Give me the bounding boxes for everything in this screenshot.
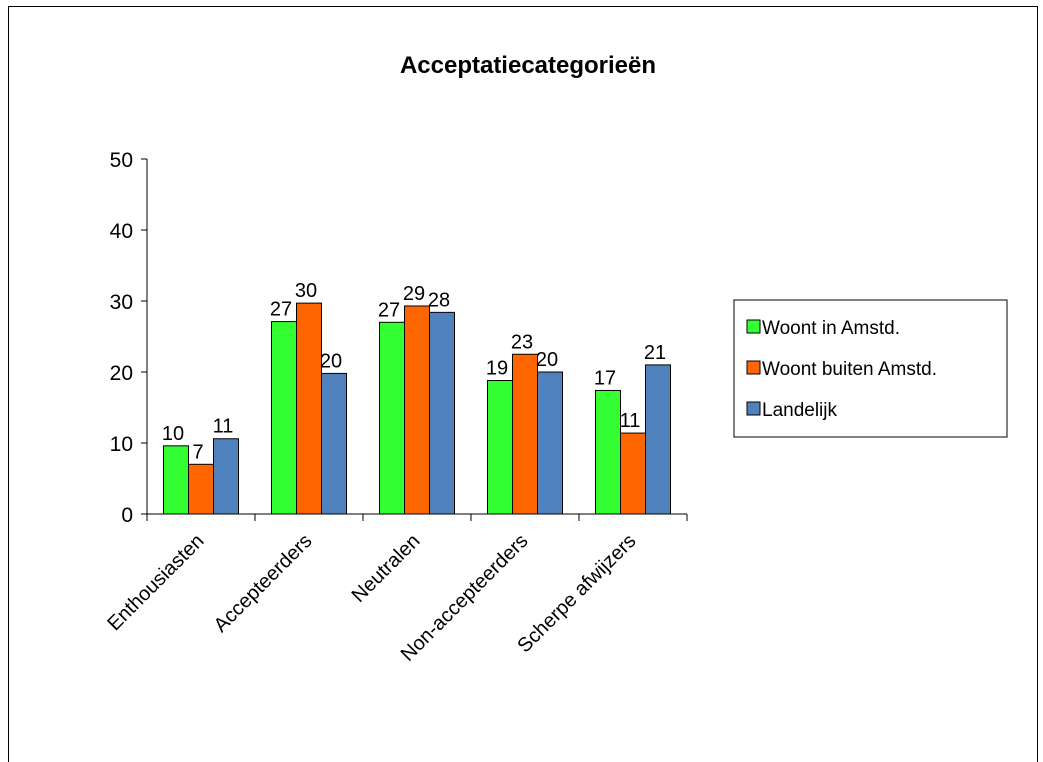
- data-label: 29: [403, 283, 425, 305]
- bar: [321, 372, 347, 515]
- bar: [404, 305, 430, 515]
- legend-swatch: [746, 360, 761, 375]
- data-label: 10: [162, 423, 184, 445]
- legend: Woont in Amstd. Woont buiten Amstd. Landel…: [733, 299, 1008, 438]
- bar: [429, 311, 455, 515]
- data-label: 27: [378, 299, 400, 321]
- x-tick-label: Accepteerders: [210, 530, 317, 637]
- data-label: 21: [644, 342, 666, 364]
- y-tick-label: 50: [110, 149, 133, 172]
- bar: [487, 380, 513, 515]
- bar: [296, 302, 322, 515]
- data-label: 27: [270, 299, 292, 321]
- bar: [595, 389, 621, 515]
- data-label: 11: [620, 410, 641, 432]
- bar: [379, 321, 405, 515]
- bar: [537, 371, 563, 515]
- data-label: 19: [486, 358, 508, 380]
- data-label: 23: [511, 331, 533, 353]
- legend-entry: Woont buiten Amstd.: [762, 359, 937, 380]
- data-label: 20: [320, 350, 342, 372]
- data-label: 7: [192, 441, 203, 463]
- y-tick-label: 40: [110, 220, 133, 243]
- bar: [271, 321, 297, 515]
- data-label: 28: [428, 289, 450, 311]
- bar: [512, 353, 538, 515]
- data-label: 30: [295, 280, 317, 302]
- y-tick-label: 30: [110, 291, 133, 314]
- y-tick-label: 20: [110, 362, 133, 385]
- x-tick-label: Scherpe afwijzers: [513, 530, 640, 657]
- y-tick-label: 10: [110, 433, 133, 456]
- chart-title: Acceptatiecategorieën: [400, 52, 656, 79]
- y-tick-label: 0: [121, 504, 133, 527]
- legend-swatch: [746, 319, 761, 334]
- legend-entry: Woont in Amstd.: [762, 318, 900, 339]
- bar: [163, 445, 189, 515]
- bar: [188, 463, 214, 515]
- bar: [645, 364, 671, 515]
- legend-swatch: [746, 401, 761, 416]
- bar: [213, 438, 239, 515]
- data-label: 20: [536, 349, 558, 371]
- x-tick-label: Neutralen: [348, 530, 425, 607]
- bars: [163, 302, 671, 515]
- data-label: 17: [594, 367, 616, 389]
- legend-box: [733, 299, 1008, 438]
- chart-frame: [8, 6, 1038, 762]
- bar: [620, 432, 646, 515]
- legend-entry: Landelijk: [762, 400, 837, 421]
- data-label: 11: [213, 416, 234, 438]
- x-tick-label: Enthousiasten: [103, 530, 208, 635]
